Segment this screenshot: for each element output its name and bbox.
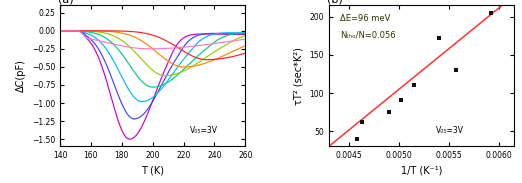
Y-axis label: ΔC(pF): ΔC(pF) xyxy=(16,59,26,92)
Point xyxy=(452,69,460,72)
Point xyxy=(410,84,418,87)
Text: V₀₅=3V: V₀₅=3V xyxy=(436,126,464,135)
Point xyxy=(353,137,361,140)
Point xyxy=(397,98,405,101)
Text: (a): (a) xyxy=(58,0,74,4)
X-axis label: T (K): T (K) xyxy=(141,166,164,176)
Point xyxy=(435,37,443,40)
Point xyxy=(385,111,393,114)
X-axis label: 1/T (K⁻¹): 1/T (K⁻¹) xyxy=(401,166,442,176)
Text: Nₜₕₒ/N=0.056: Nₜₕₒ/N=0.056 xyxy=(340,31,396,40)
Text: V₀₅=3V: V₀₅=3V xyxy=(190,126,218,135)
Y-axis label: τT² (sec*K²): τT² (sec*K²) xyxy=(294,47,304,105)
Text: ΔE=96 meV: ΔE=96 meV xyxy=(340,14,390,23)
Text: (b): (b) xyxy=(327,0,343,4)
Point xyxy=(358,121,366,124)
Point xyxy=(487,12,495,15)
